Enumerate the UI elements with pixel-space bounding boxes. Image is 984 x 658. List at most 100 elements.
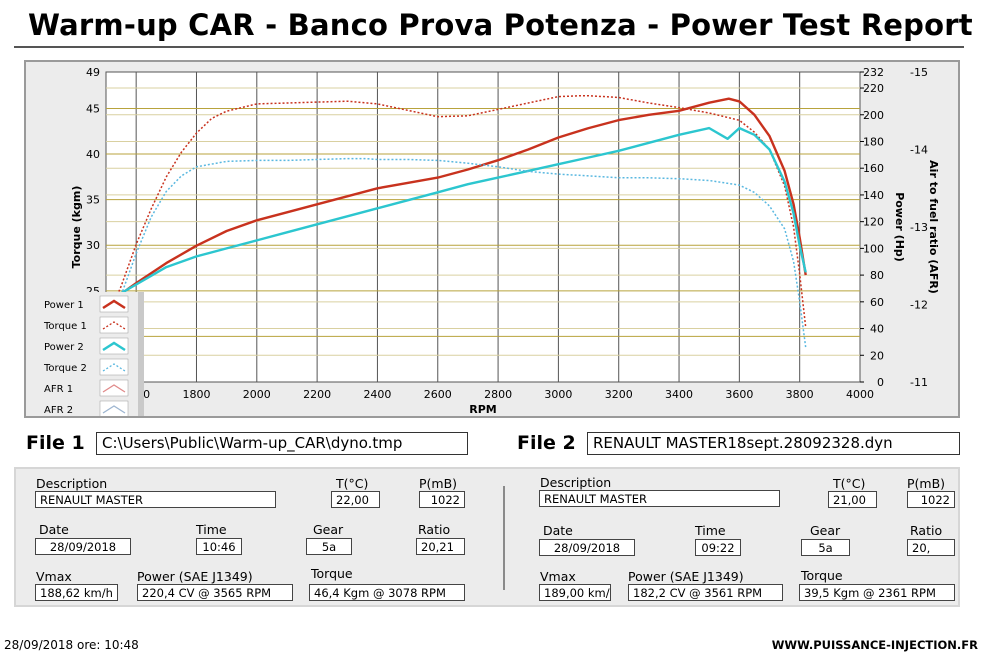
legend-swatch: [99, 337, 129, 355]
run1-date-label: Date: [39, 522, 69, 537]
y-left-tick-label: 40: [86, 148, 100, 161]
y-right-tick-label: 20: [870, 349, 884, 362]
y-right-tick-label: 232: [863, 66, 884, 79]
y-right-tick-label: 80: [870, 269, 884, 282]
run2-power-label: Power (SAE J1349): [628, 569, 744, 584]
x-tick-label: 3200: [605, 388, 633, 401]
run1-gear-label: Gear: [313, 522, 344, 537]
run2-description-field[interactable]: RENAULT MASTER: [539, 490, 780, 507]
run2-vmax-field[interactable]: 189,00 km/: [539, 584, 611, 601]
legend-swatch: [99, 295, 129, 313]
x-tick-label: 1800: [182, 388, 210, 401]
run1-torque-label: Torque: [311, 566, 353, 581]
report-title: Warm-up CAR - Banco Prova Potenza - Powe…: [28, 8, 973, 42]
run1-gear-field[interactable]: 5a: [306, 538, 352, 555]
title-divider: [14, 46, 964, 48]
y-afr-tick-label: -13: [910, 221, 928, 234]
run2-vmax-label: Vmax: [540, 569, 576, 584]
legend-label: Power 1: [44, 300, 84, 311]
run1-description-field[interactable]: RENAULT MASTER: [35, 491, 276, 508]
x-tick-label: 3000: [544, 388, 572, 401]
legend-label: AFR 1: [44, 384, 73, 395]
legend-box: [28, 292, 140, 418]
x-tick-label: 2200: [303, 388, 331, 401]
x-tick-label: 2000: [243, 388, 271, 401]
y-right-tick-label: 40: [870, 323, 884, 336]
run1-temp-label: T(°C): [336, 476, 369, 491]
y-right-tick-label: 100: [863, 242, 884, 255]
run1-pressure-label: P(mB): [419, 476, 458, 491]
run2-ratio-label: Ratio: [910, 523, 943, 538]
y-right-tick-label: 120: [863, 216, 884, 229]
run1-time-label: Time: [196, 522, 227, 537]
run1-vmax-label: Vmax: [36, 569, 72, 584]
legend-swatch-line: [102, 405, 126, 414]
run1-ratio-field[interactable]: 20,21: [416, 538, 465, 555]
legend-label: Torque 2: [43, 363, 87, 374]
legend-label: Power 2: [44, 342, 84, 353]
run1-date-field[interactable]: 28/09/2018: [35, 538, 131, 555]
run2-pressure-label: P(mB): [907, 476, 946, 491]
footer-website: WWW.PUISSANCE-INJECTION.FR: [771, 638, 978, 652]
legend-label: AFR 2: [44, 405, 73, 416]
run1-pressure-field[interactable]: 1022: [419, 491, 465, 508]
run-details-panel: [14, 467, 960, 607]
y-right-tick-label: 60: [870, 296, 884, 309]
y-right-tick-label: 0: [877, 376, 884, 389]
run2-time-field[interactable]: 09:22: [695, 539, 741, 556]
legend-swatch: [99, 400, 129, 418]
legend-label: Torque 1: [43, 321, 87, 332]
run2-temp-label: T(°C): [833, 476, 866, 491]
dyno-chart: 1600180020002200240026002800300032003400…: [28, 66, 940, 418]
legend-swatch: [99, 379, 129, 397]
dyno-chart-panel: 1600180020002200240026002800300032003400…: [24, 60, 960, 418]
y-right-tick-label: 220: [863, 82, 884, 95]
legend-swatch: [99, 358, 129, 376]
legend-swatch-line: [102, 341, 126, 352]
run1-temp-field[interactable]: 22,00: [331, 491, 380, 508]
run2-date-label: Date: [543, 523, 573, 538]
run2-torque-label: Torque: [801, 568, 843, 583]
y-left-axis-title: Torque (kgm): [70, 186, 83, 269]
run2-torque-field[interactable]: 39,5 Kgm @ 2361 RPM: [799, 584, 955, 601]
x-tick-label: 3600: [725, 388, 753, 401]
legend-swatch: [99, 316, 129, 334]
file2-path-field[interactable]: RENAULT MASTER18sept.28092328.dyn: [587, 432, 960, 455]
y-afr-axis-title: Air to fuel ratio (AFR): [927, 160, 940, 294]
y-afr-tick-label: -14: [910, 144, 928, 157]
legend-swatch-line: [102, 384, 126, 393]
x-tick-label: 3800: [786, 388, 814, 401]
run1-vmax-field[interactable]: 188,62 km/h: [35, 584, 118, 601]
file1-path-field[interactable]: C:\Users\Public\Warm-up_CAR\dyno.tmp: [96, 432, 468, 455]
run1-power-field[interactable]: 220,4 CV @ 3565 RPM: [137, 584, 293, 601]
legend-swatch-line: [102, 321, 126, 330]
x-tick-label: 2800: [484, 388, 512, 401]
run2-gear-field[interactable]: 5a: [801, 539, 850, 556]
run2-date-field[interactable]: 28/09/2018: [539, 539, 635, 556]
x-tick-label: 2600: [424, 388, 452, 401]
legend-scrollbar: [138, 292, 144, 418]
run1-torque-field[interactable]: 46,4 Kgm @ 3078 RPM: [309, 584, 465, 601]
y-right-axis-title: Power (Hp): [893, 192, 906, 262]
run2-description-label: Description: [540, 475, 612, 490]
run2-time-label: Time: [695, 523, 726, 538]
run2-ratio-field[interactable]: 20,: [907, 539, 955, 556]
run1-time-field[interactable]: 10:46: [196, 538, 242, 555]
run2-power-field[interactable]: 182,2 CV @ 3561 RPM: [628, 584, 783, 601]
run2-pressure-field[interactable]: 1022: [907, 491, 955, 508]
run2-temp-field[interactable]: 21,00: [828, 491, 877, 508]
x-axis-title: RPM: [469, 403, 496, 416]
y-afr-tick-label: -12: [910, 299, 928, 312]
plot-area: [105, 71, 861, 383]
legend-swatch-line: [102, 363, 126, 372]
y-right-tick-label: 200: [863, 109, 884, 122]
y-afr-tick-label: -11: [910, 376, 928, 389]
y-afr-tick-label: -15: [910, 66, 928, 79]
y-right-tick-label: 140: [863, 189, 884, 202]
file1-label: File 1: [26, 432, 85, 454]
run1-ratio-label: Ratio: [418, 522, 451, 537]
panel-divider: [503, 486, 505, 590]
y-left-tick-label: 45: [86, 102, 100, 115]
y-right-tick-label: 160: [863, 162, 884, 175]
run2-gear-label: Gear: [810, 523, 841, 538]
